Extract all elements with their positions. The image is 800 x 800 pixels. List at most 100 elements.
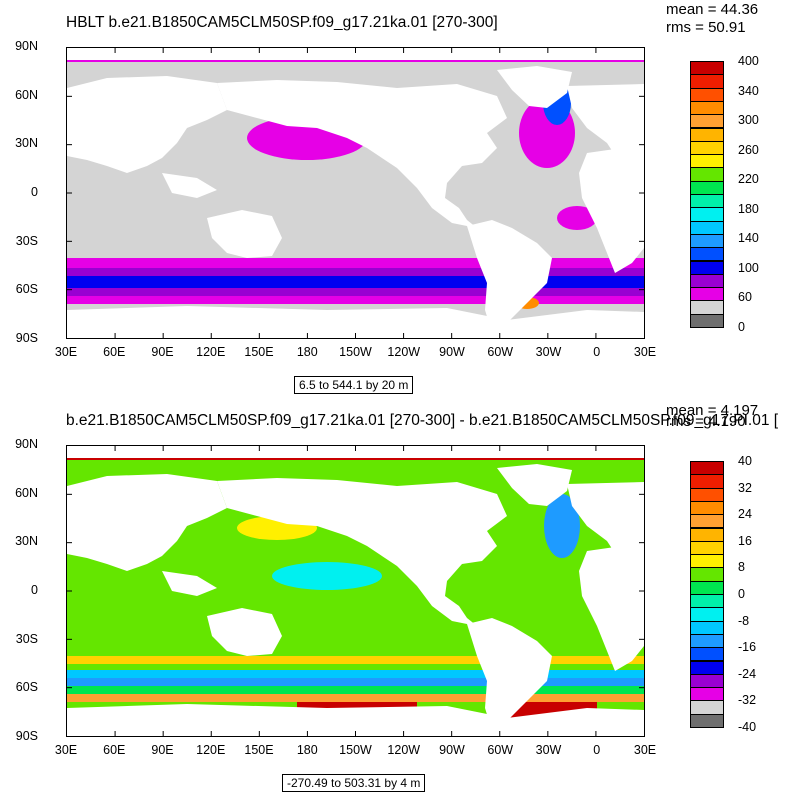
bottom-mean: mean = 4.197 [666, 402, 759, 419]
lon-tick-label: 90E [151, 743, 174, 757]
bottom-southern-ocean-band [67, 664, 644, 670]
top-colorbar-swatch [690, 220, 724, 235]
lon-tick-label: 60E [103, 743, 126, 757]
top-land-greenland [497, 66, 572, 108]
top-southern-ocean-band [67, 276, 644, 288]
top-southern-ocean-band [67, 268, 644, 276]
bottom-colorbar-label: -40 [738, 720, 757, 734]
top-colorbar-swatch [690, 154, 724, 169]
lat-tick-label: 0 [31, 185, 38, 199]
bottom-colorbar-label: -8 [738, 613, 750, 628]
bottom-colorbar-swatch [690, 620, 724, 635]
bottom-colorbar-label: 40 [738, 454, 752, 468]
bottom-colorbar-swatch [690, 647, 724, 662]
top-land-antarctica [67, 306, 644, 338]
lon-tick-label: 60W [487, 345, 514, 359]
lat-tick-label: 30N [15, 534, 38, 549]
lat-tick-label: 90N [15, 437, 38, 451]
lon-tick-label: 30W [535, 345, 562, 359]
top-mean: mean = 44.36 [666, 1, 759, 18]
bottom-land-north-america [217, 478, 507, 626]
lon-tick-label: 30W [535, 743, 562, 757]
top-colorbar-swatch [690, 100, 724, 116]
top-rms: rms = 50.91 [666, 19, 746, 36]
top-land-africa [579, 148, 644, 273]
bottom-southern-ocean-band [67, 694, 644, 702]
lat-tick-label: 0 [31, 583, 38, 597]
lon-tick-label: 30E [54, 743, 78, 757]
lon-tick-label: 0 [593, 743, 601, 757]
top-colorbar-label: 260 [738, 142, 759, 157]
bottom-southern-ocean-band [67, 670, 644, 678]
top-map-plot [66, 47, 645, 339]
lon-tick-label: 90E [151, 345, 174, 359]
bottom-colorbar-swatch [690, 687, 724, 702]
bottom-colorbar-swatch [690, 567, 724, 582]
top-southern-ocean-band [67, 296, 644, 304]
bottom-colorbar-swatch [690, 607, 724, 622]
lat-tick-label: 60N [15, 485, 38, 500]
top-land-north-america [217, 80, 507, 228]
bottom-colorbar-swatch [690, 514, 724, 529]
lat-tick-label: 30S [15, 233, 38, 248]
lon-tick-label: 30E [54, 345, 78, 359]
bottom-colorbar-swatch [690, 700, 724, 715]
top-colorbar-swatch [690, 247, 724, 262]
lon-tick-label: 120E [196, 743, 226, 757]
bottom-southern-ocean-band [67, 686, 644, 694]
bottom-colorbar-label: 8 [738, 560, 745, 575]
bottom-land-se-asia-islands [162, 571, 217, 596]
top-colorbar-label: 0 [738, 320, 745, 334]
top-colorbar-label: 220 [738, 172, 759, 187]
top-colorbar-swatch [690, 273, 724, 289]
top-colorbar-swatch [690, 127, 724, 142]
bottom-land-greenland [497, 464, 572, 506]
bottom-colorbar-swatch [690, 713, 724, 728]
bottom-colorbar-label: -32 [738, 693, 757, 708]
lat-tick-label: 90S [15, 331, 38, 345]
bottom-colorbar-swatch [690, 474, 724, 489]
top-south-atlantic-patch [557, 206, 597, 230]
top-map-field [67, 48, 644, 338]
top-colorbar-swatch [690, 167, 724, 182]
top-colorbar-swatch [690, 300, 724, 315]
top-colorbar-swatch [690, 74, 724, 89]
top-colorbar-swatch [690, 207, 724, 222]
top-colorbar-label: 60 [738, 290, 752, 305]
bottom-rms: rms = 4.190 [666, 413, 746, 430]
lon-tick-label: 150W [339, 345, 372, 359]
top-colorbar-swatch [690, 313, 724, 328]
lon-tick-label: 0 [593, 345, 601, 359]
lon-tick-label: 120W [387, 743, 421, 757]
top-range-box: 6.5 to 544.1 by 20 m [294, 376, 414, 394]
bottom-land-south-america [467, 618, 552, 731]
bottom-colorbar-label: 24 [738, 507, 752, 522]
top-land-south-america [467, 220, 552, 333]
bottom-range-box: -270.49 to 503.31 by 4 m [282, 774, 426, 792]
bottom-colorbar-swatch [690, 461, 724, 476]
bottom-colorbar-swatch [690, 500, 724, 516]
top-southern-ocean-band [67, 288, 644, 296]
lon-tick-label: 60W [487, 743, 514, 757]
bottom-colorbar-label: -24 [738, 666, 757, 681]
top-colorbar-label: 340 [738, 83, 759, 98]
bottom-colorbar-swatch [690, 633, 724, 649]
top-colorbar-swatch [690, 287, 724, 302]
lon-tick-label: 150W [339, 743, 372, 757]
lon-tick-label: 150E [244, 743, 274, 757]
lon-tick-label: 30E [633, 345, 657, 359]
top-colorbar-swatch [690, 114, 724, 129]
bottom-map-title: b.e21.B1850CAM5CLM50SP.f09_g17.21ka.01 [… [66, 412, 779, 429]
top-colorbar-swatch [690, 180, 724, 195]
bottom-colorbar-label: 32 [738, 480, 752, 495]
bottom-land-antarctica [67, 704, 644, 736]
lon-tick-label: 60E [103, 345, 126, 359]
top-colorbar-label: 400 [738, 54, 759, 68]
top-colorbar-swatch [690, 194, 724, 209]
bottom-colorbar-swatch [690, 673, 724, 689]
top-colorbar-label: 100 [738, 260, 759, 275]
lat-tick-label: 30N [15, 136, 38, 151]
bottom-land-australia [207, 608, 282, 656]
bottom-colorbar-label: 16 [738, 533, 752, 548]
lat-tick-label: 30S [15, 631, 38, 646]
